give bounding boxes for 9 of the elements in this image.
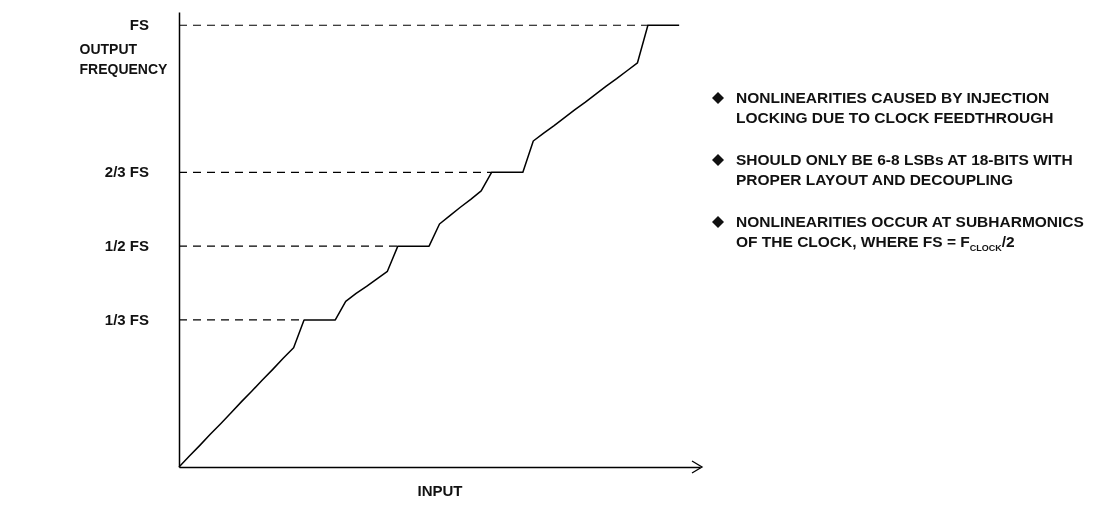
text: NONLINEARITIES OCCUR AT SUBHARMONICS OF THE CLOCK, WHERE FS = F$_{CLOCK}$/2	[736, 212, 1085, 256]
ref-line-label: 1/3 FS	[104, 310, 149, 328]
x-axis-title: INPUT	[417, 481, 463, 499]
ref-line-label: 1/2 FS	[104, 237, 149, 255]
text: NONLINEARITIES CAUSED BY INJECTION LOCKING DUE TO CLOCK FEEDTHROUGH	[736, 88, 1055, 128]
ref-line-label: 2/3 FS	[104, 163, 149, 181]
ref-line-label: FS	[129, 16, 149, 34]
y-axis-title: OUTPUT FREQUENCY	[79, 40, 169, 77]
text: SHOULD ONLY BE 6-8 LSBs AT 18-BITS WITH PROPER LAYOUT AND DECOUPLING	[736, 150, 1074, 190]
